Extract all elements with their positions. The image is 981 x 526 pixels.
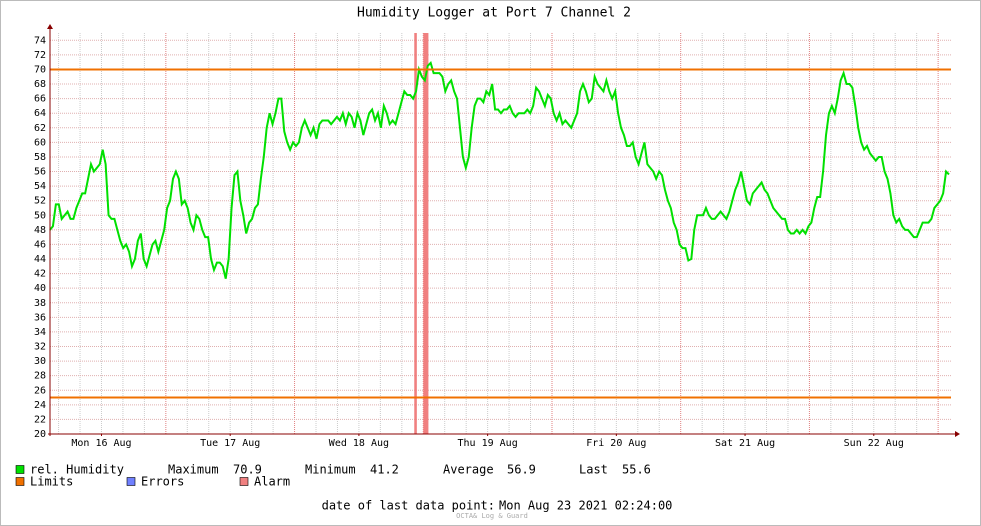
y-tick-label: 32 (34, 342, 46, 353)
y-tick-label: 56 (34, 167, 46, 178)
x-tick-label: Wed 18 Aug (329, 438, 389, 449)
watermark: OCTA& Log & Guard (456, 512, 528, 520)
y-tick-label: 62 (34, 123, 46, 134)
humidity-line (49, 60, 950, 279)
y-tick-label: 50 (34, 210, 46, 221)
y-tick-label: 72 (34, 50, 46, 61)
x-tick-label: Sun 22 Aug (844, 438, 904, 449)
legend-swatch (126, 477, 136, 486)
legend-label: Limits (30, 475, 73, 489)
footer-value: Mon Aug 23 2021 02:24:00 (499, 499, 672, 513)
stat-label: Last (579, 463, 608, 477)
x-tick-label: Tue 17 Aug (200, 438, 260, 449)
y-tick-label: 20 (34, 429, 46, 440)
x-tick-label: Mon 16 Aug (71, 438, 131, 449)
stat-value: 56.9 (507, 463, 536, 477)
y-tick-label: 52 (34, 196, 46, 207)
stat-value: 41.2 (370, 463, 399, 477)
y-tick-label: 46 (34, 239, 46, 250)
y-tick-label: 40 (34, 283, 46, 294)
y-axis-arrow (47, 24, 53, 29)
stat-value: 70.9 (233, 463, 262, 477)
y-tick-label: 44 (34, 254, 46, 265)
y-tick-label: 66 (34, 94, 46, 105)
stat-label: Minimum (305, 463, 356, 477)
legend-label: rel. Humidity (30, 463, 124, 477)
y-tick-label: 48 (34, 225, 46, 236)
y-tick-label: 42 (34, 269, 46, 280)
legend-swatch (15, 477, 25, 486)
legend-swatch (239, 477, 249, 486)
y-tick-label: 70 (34, 64, 46, 75)
x-axis-arrow (955, 431, 960, 437)
y-tick-label: 26 (34, 385, 46, 396)
stat-label: Average (443, 463, 494, 477)
y-tick-label: 58 (34, 152, 46, 163)
y-tick-label: 38 (34, 298, 46, 309)
stat-label: Maximum (168, 463, 219, 477)
y-tick-label: 74 (34, 35, 46, 46)
y-tick-label: 34 (34, 327, 46, 338)
y-tick-label: 54 (34, 181, 46, 192)
stat-value: 55.6 (622, 463, 651, 477)
legend-swatch (15, 465, 25, 474)
alarm-span (414, 33, 417, 434)
y-tick-label: 68 (34, 79, 46, 90)
y-tick-label: 36 (34, 312, 46, 323)
x-tick-label: Sat 21 Aug (715, 438, 775, 449)
legend-label: Alarm (254, 475, 290, 489)
y-tick-label: 30 (34, 356, 46, 367)
chart-title: Humidity Logger at Port 7 Channel 2 (357, 6, 631, 21)
y-tick-label: 60 (34, 137, 46, 148)
y-tick-label: 28 (34, 371, 46, 382)
alarm-span (423, 33, 429, 434)
footer-label: date of last data point: (322, 499, 495, 513)
y-tick-label: 22 (34, 414, 46, 425)
x-tick-label: Thu 19 Aug (458, 438, 518, 449)
legend-label: Errors (141, 475, 184, 489)
y-tick-label: 24 (34, 400, 46, 411)
y-tick-label: 64 (34, 108, 46, 119)
x-tick-label: Fri 20 Aug (586, 438, 646, 449)
